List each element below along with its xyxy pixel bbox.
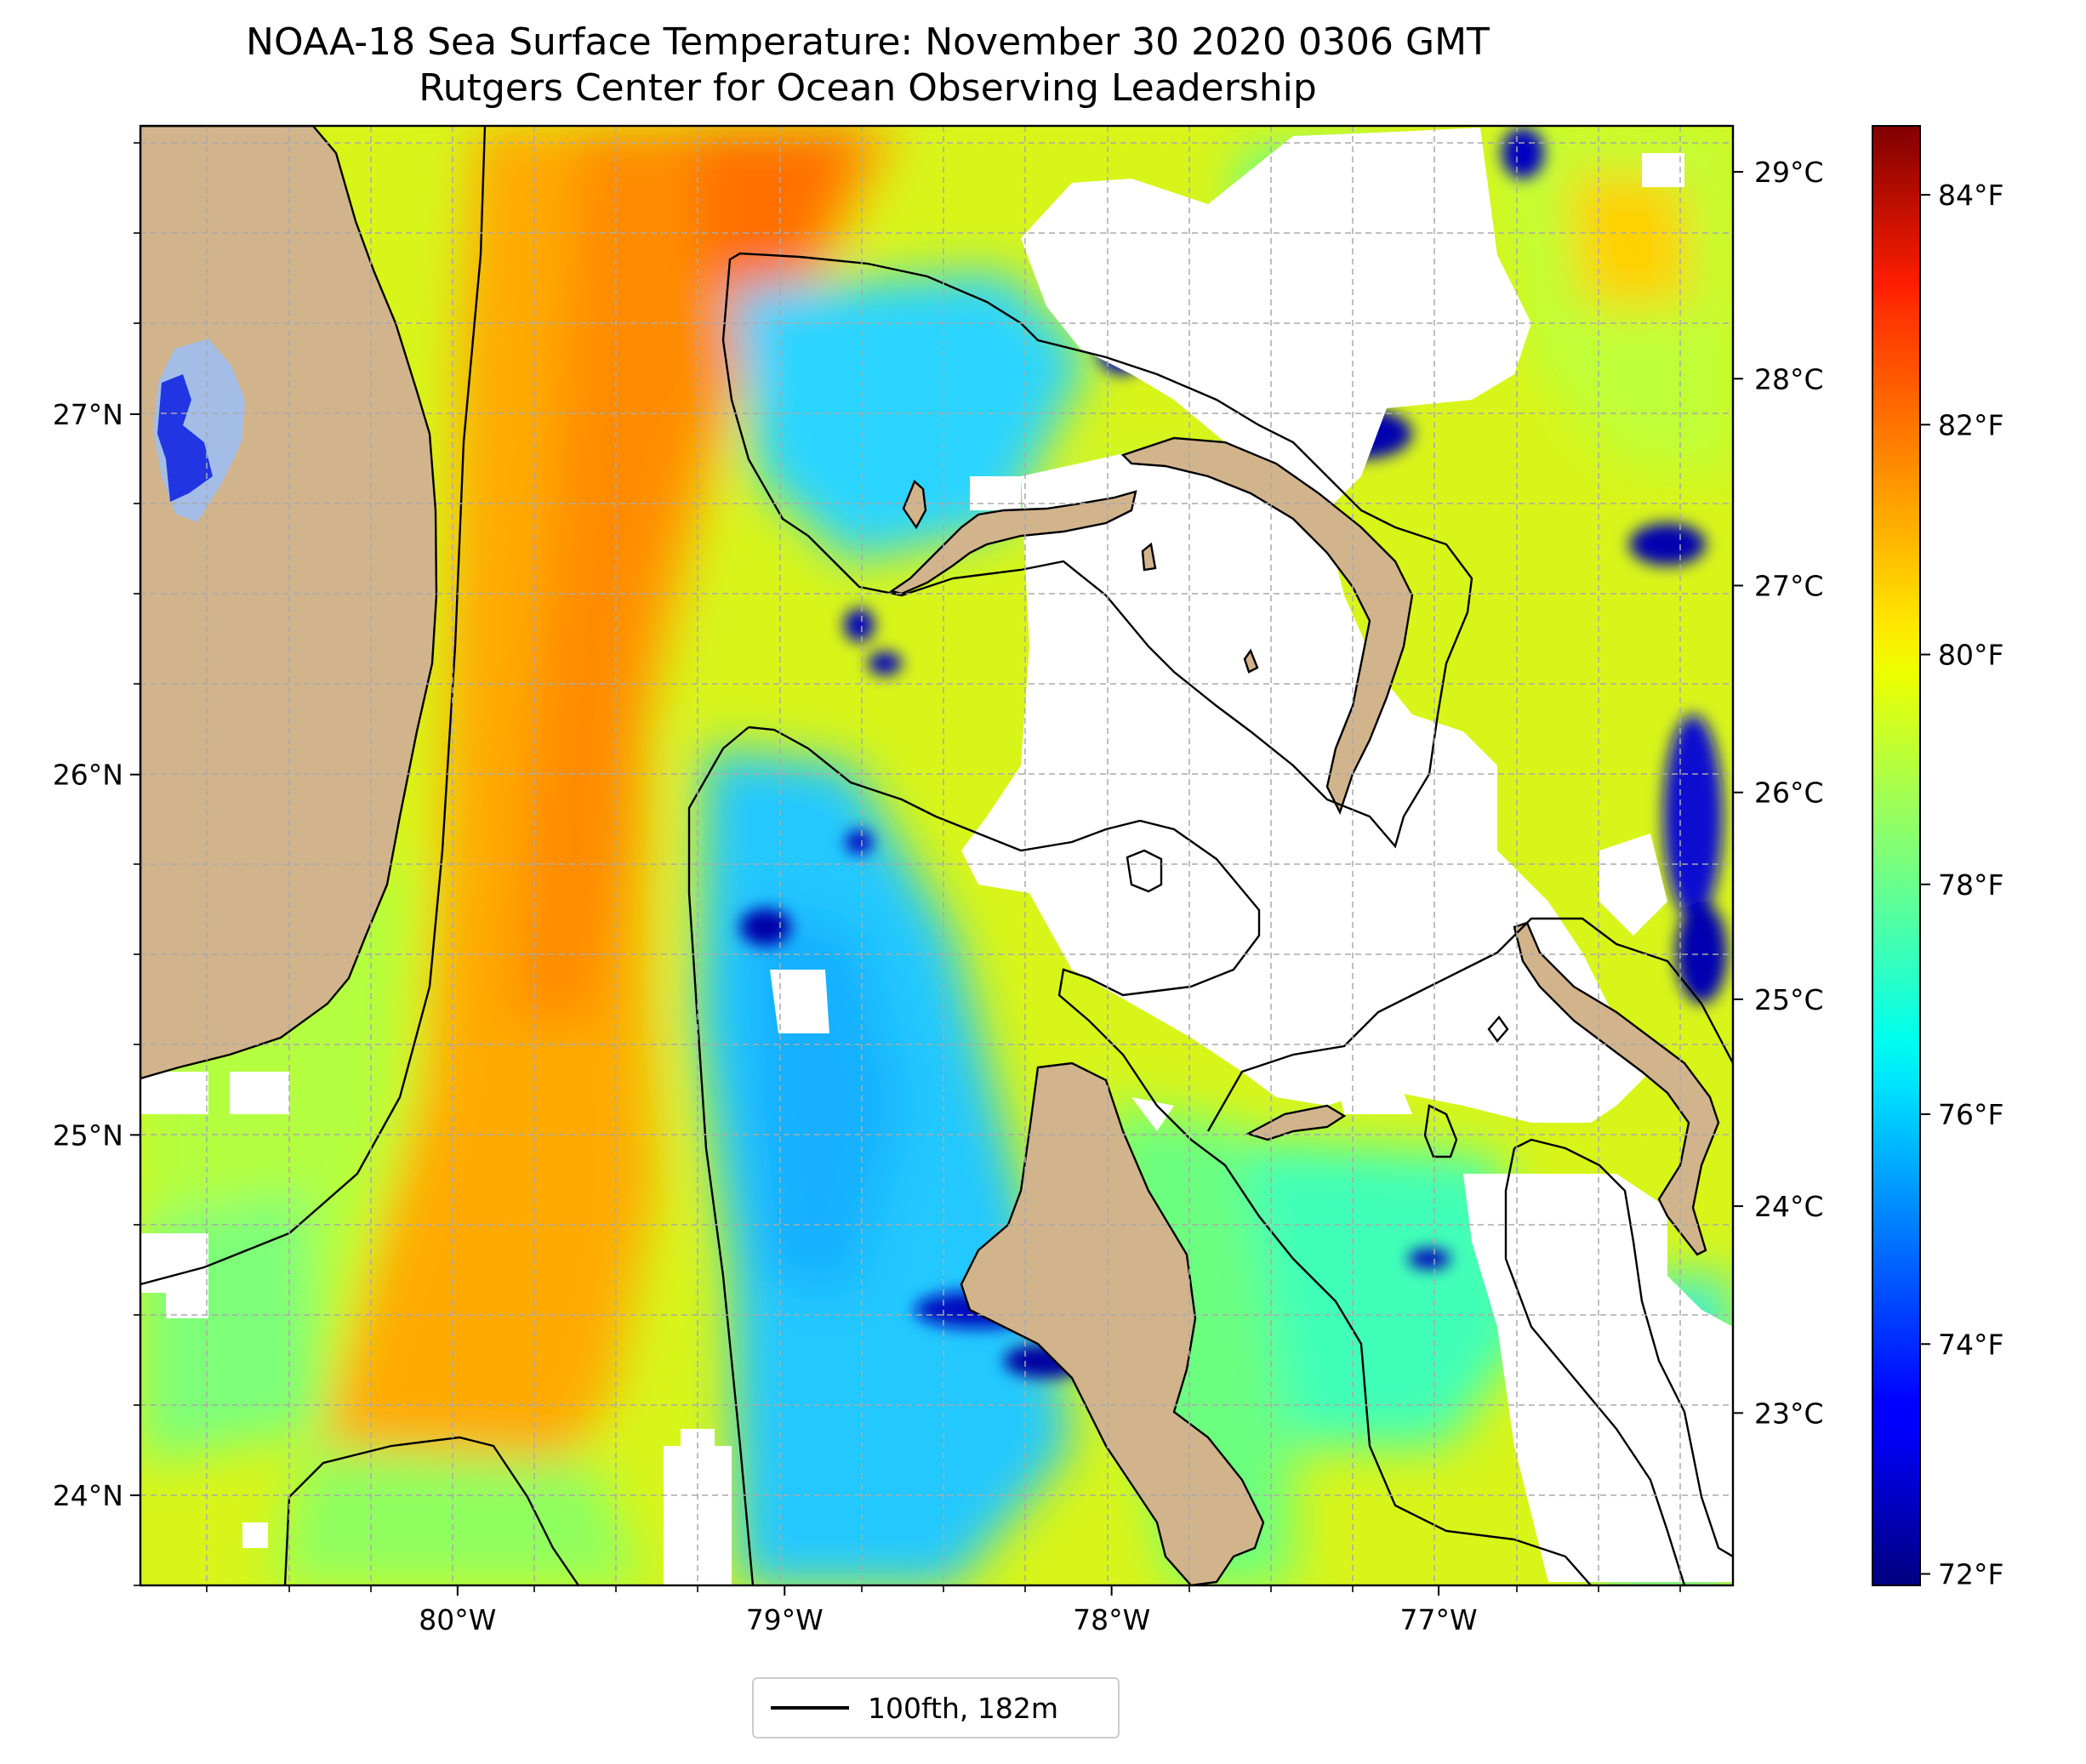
legend-line-swatch — [771, 1706, 849, 1710]
colorbar-fahrenheit-ticks: 72°F 74°F 76°F 78°F 80°F 82°F 84°F — [1920, 179, 2003, 1590]
y-tick-label: 24°N — [53, 1479, 123, 1512]
chart-subtitle: Rutgers Center for Ocean Observing Leade… — [419, 66, 1317, 110]
colorbar — [1872, 125, 1921, 1586]
bahamas-islands — [889, 436, 1720, 1585]
chart-title: NOAA-18 Sea Surface Temperature: Novembe… — [246, 20, 1490, 64]
colorbar-c-tick-label: 23°C — [1754, 1397, 1824, 1430]
colorbar-f-tick-label: 78°F — [1938, 868, 2003, 902]
colorbar-celsius-ticks: 23°C 24°C 25°C 26°C 27°C 28°C 29°C — [1733, 156, 1824, 1430]
minor-ticks — [134, 142, 1681, 1592]
colorbar-c-tick-label: 26°C — [1754, 777, 1824, 810]
x-tick-label: 79°W — [746, 1603, 824, 1636]
x-tick-label: 77°W — [1399, 1603, 1477, 1636]
y-tick-label: 26°N — [53, 759, 123, 792]
x-tick-label: 78°W — [1073, 1603, 1150, 1636]
legend: 100fth, 182m — [752, 1677, 1120, 1738]
no-data-areas — [140, 128, 1733, 1585]
legend-label: 100fth, 182m — [868, 1691, 1058, 1725]
colorbar-f-tick-label: 82°F — [1938, 408, 2003, 441]
colorbar-c-tick-label: 28°C — [1754, 362, 1824, 395]
y-tick-label: 25°N — [53, 1118, 123, 1152]
x-axis-ticks: 80°W 79°W 78°W 77°W — [419, 1585, 1478, 1636]
colorbar-c-tick-label: 24°C — [1754, 1190, 1824, 1223]
y-tick-label: 27°N — [53, 398, 123, 431]
colorbar-c-tick-label: 29°C — [1754, 156, 1824, 189]
colorbar-f-tick-label: 76°F — [1938, 1098, 2003, 1131]
colorbar-f-tick-label: 72°F — [1938, 1557, 2003, 1590]
colorbar-c-tick-label: 25°C — [1754, 983, 1824, 1016]
colorbar-c-tick-label: 27°C — [1754, 569, 1824, 602]
isobath-100fth — [140, 126, 1733, 1585]
colorbar-f-tick-label: 74°F — [1938, 1328, 2003, 1361]
x-tick-label: 80°W — [419, 1603, 496, 1636]
sst-field — [140, 126, 1733, 1585]
colorbar-f-tick-label: 84°F — [1938, 179, 2003, 212]
map-frame — [139, 124, 1735, 1587]
graticule — [140, 126, 1733, 1585]
y-axis-ticks: 24°N 25°N 26°N 27°N — [53, 398, 140, 1512]
colorbar-f-tick-label: 80°F — [1938, 639, 2003, 672]
